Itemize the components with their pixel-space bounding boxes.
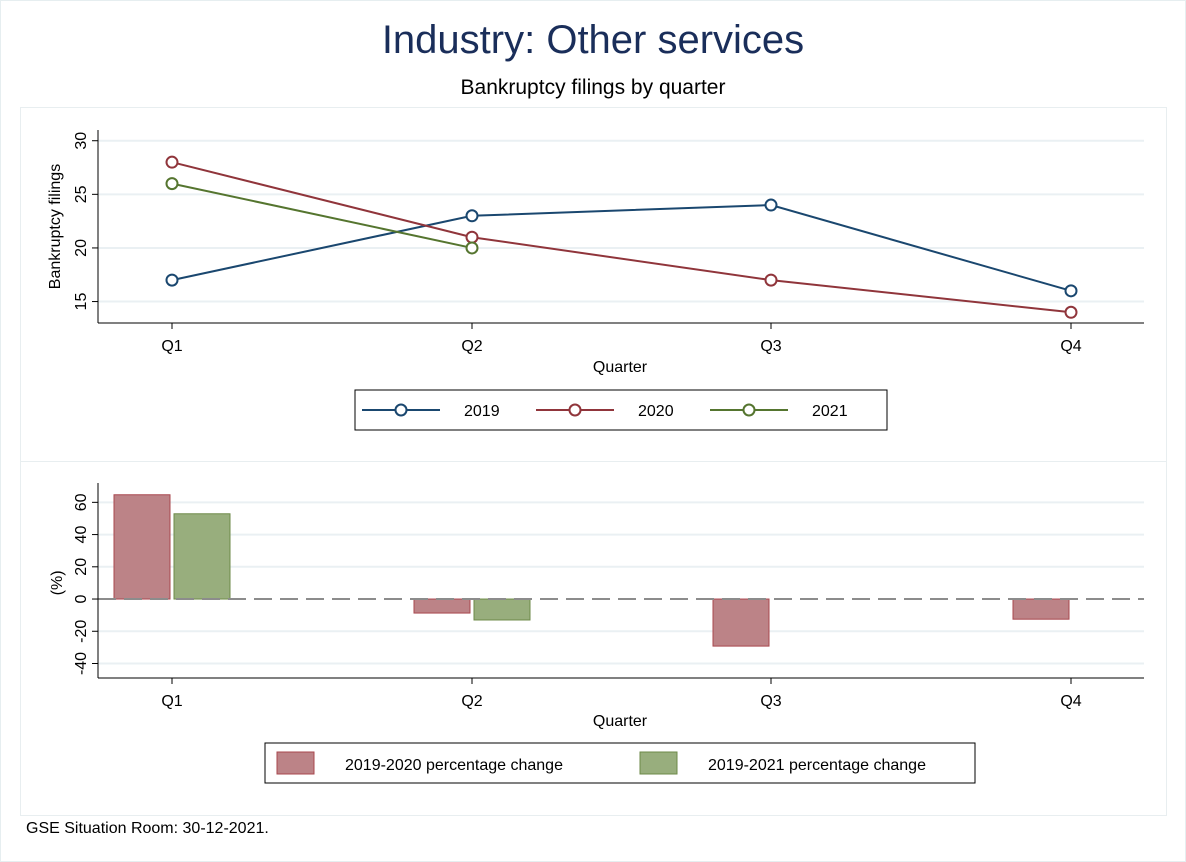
y-tick-label: 60	[73, 493, 90, 511]
series-2019-marker	[165, 273, 179, 287]
y-axis-label: Bankruptcy filings	[47, 164, 64, 289]
legend-swatch-0	[276, 751, 315, 775]
legend-label-1: 2019-2021 percentage change	[708, 757, 926, 774]
bar-Q3-2019-2020	[712, 598, 770, 647]
bar-Q1-2019-2020	[113, 494, 171, 600]
y-tick-label: 25	[73, 185, 90, 203]
series-2019-line	[171, 204, 1072, 292]
y-tick-label: -40	[73, 652, 90, 675]
series-2019-marker	[1064, 284, 1078, 298]
y-tick-label: 40	[73, 526, 90, 544]
legend-2020-marker	[568, 403, 582, 417]
legend-2020-label: 2020	[638, 403, 674, 420]
y-tick-label: 20	[73, 239, 90, 257]
series-2020-marker	[1064, 305, 1078, 319]
x-tick-label: Q2	[461, 693, 482, 710]
chart-title: Industry: Other services	[381, 18, 805, 62]
legend-swatch-1	[639, 751, 678, 775]
series-2021-line	[171, 182, 473, 249]
y-tick-label: -20	[73, 620, 90, 643]
x-tick-label: Q1	[161, 338, 182, 355]
legend-2021-marker	[742, 403, 756, 417]
series-2019-marker	[764, 198, 778, 212]
chart-subtitle: Bankruptcy filings by quarter	[460, 76, 726, 99]
y-tick-label: 20	[73, 558, 90, 576]
line-legend-box	[354, 389, 888, 431]
legend-label-0: 2019-2020 percentage change	[345, 757, 563, 774]
bar-chart: -40 -20 0 20 40 60 Q1 Q2 Q3 Q4 Quarter (%) 2019-2020…	[49, 483, 1144, 784]
bar-Q1-2019-2021	[173, 513, 231, 600]
bar-legend-box	[264, 742, 976, 784]
series-2021-marker	[165, 177, 179, 191]
bar-Q2-2019-2020	[413, 598, 471, 614]
series-2020-marker	[165, 155, 179, 169]
footer-note: GSE Situation Room: 30-12-2021.	[26, 820, 269, 837]
legend-2021-label: 2021	[812, 403, 848, 420]
x-axis-label: Quarter	[593, 713, 648, 730]
series-2021-marker	[465, 241, 479, 255]
y-axis-label: (%)	[49, 570, 66, 595]
y-tick-label: 15	[73, 293, 90, 311]
y-tick-label: 30	[73, 132, 90, 150]
x-tick-label: Q4	[1060, 693, 1081, 710]
series-2019-marker	[465, 209, 479, 223]
x-tick-label: Q1	[161, 693, 182, 710]
x-tick-label: Q3	[760, 338, 781, 355]
legend-2019-marker	[394, 403, 408, 417]
bar-Q2-2019-2021	[473, 598, 531, 621]
bar-Q4-2019-2020	[1012, 598, 1070, 620]
series-2020-line	[171, 161, 1072, 314]
x-tick-label: Q2	[461, 338, 482, 355]
series-2020-marker	[764, 273, 778, 287]
legend-2019-label: 2019	[464, 403, 500, 420]
x-tick-label: Q3	[760, 693, 781, 710]
y-tick-label: 0	[73, 594, 90, 603]
line-chart: 15 20 25 30 Q1 Q2 Q3 Q4 Quarter Bankruptcy filing…	[47, 130, 1144, 431]
x-axis-label: Quarter	[593, 359, 648, 376]
series-2020-marker	[465, 230, 479, 244]
x-tick-label: Q4	[1060, 338, 1081, 355]
